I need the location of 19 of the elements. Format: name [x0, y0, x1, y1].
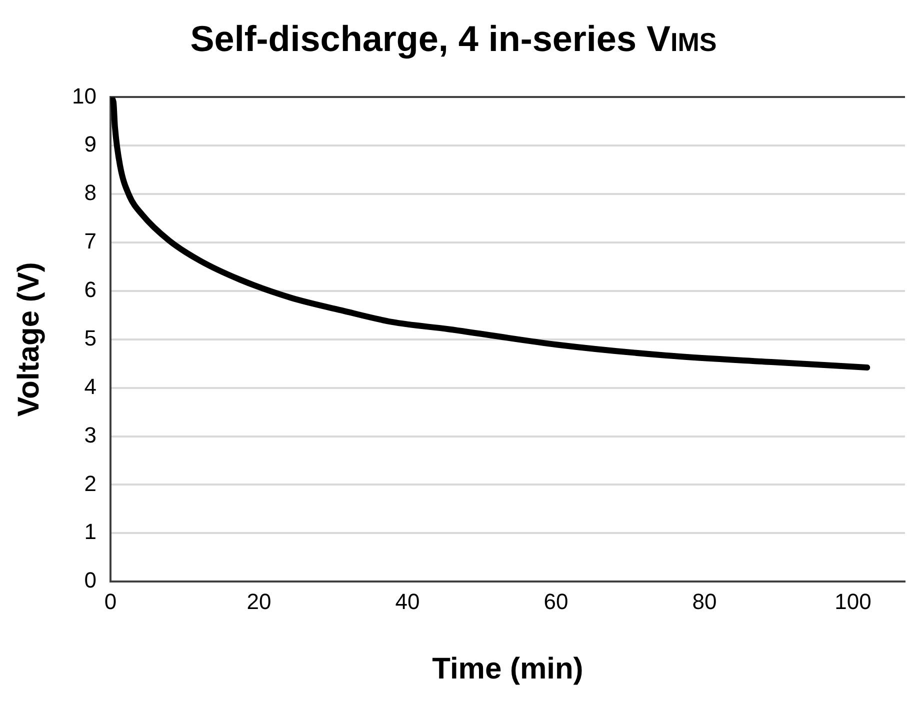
y-tick-label: 7: [84, 228, 96, 254]
y-tick-label: 10: [72, 83, 96, 108]
y-tick-label: 9: [84, 132, 96, 157]
y-tick-label: 2: [84, 470, 96, 496]
x-axis-title: Time (min): [432, 652, 584, 686]
y-tick-label: 4: [84, 374, 96, 399]
x-tick-label: 40: [395, 588, 420, 614]
y-tick-label: 3: [84, 422, 96, 448]
x-tick-label: 0: [104, 588, 117, 614]
y-tick-label: 0: [84, 568, 96, 593]
x-tick-label: 100: [834, 588, 872, 614]
x-tick-label: 80: [692, 588, 717, 614]
y-tick-label: 1: [84, 519, 96, 544]
y-axis-title: Voltage (V): [12, 262, 46, 417]
y-tick-label: 8: [84, 180, 96, 206]
y-tick-label: 6: [84, 277, 96, 302]
y-tick-label: 5: [84, 325, 96, 350]
x-tick-label: 20: [246, 588, 272, 614]
x-tick-label: 60: [544, 588, 568, 614]
